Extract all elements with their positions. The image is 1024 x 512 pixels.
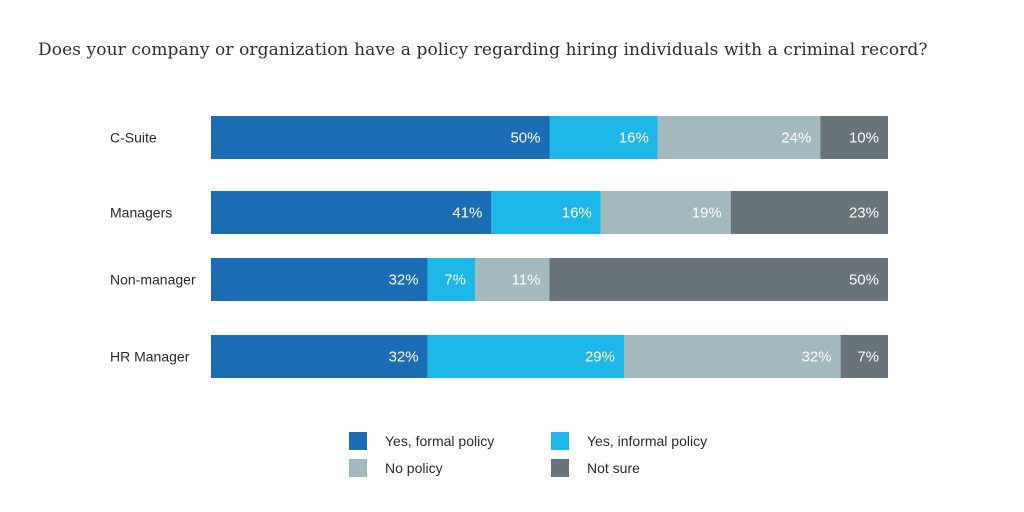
bar-non-manager-formal [211, 258, 428, 301]
bar-hr-manager-not-sure [840, 335, 888, 378]
legend-item-formal: Yes, formal policy [349, 432, 494, 450]
bar-c-suite-informal [549, 116, 658, 159]
value-label-managers-not-sure: 23% [849, 205, 879, 222]
bar-c-suite-no-policy [657, 116, 821, 159]
bar-managers-informal [491, 191, 601, 234]
bar-hr-manager-formal [211, 335, 428, 378]
bar-non-manager-no-policy [475, 258, 550, 301]
value-label-hr-manager-not-sure: 7% [857, 349, 879, 366]
category-label-c-suite: C-Suite [110, 130, 157, 146]
value-label-non-manager-informal: 7% [444, 272, 466, 289]
category-label-non-manager: Non-manager [110, 272, 196, 288]
bar-non-manager-informal [427, 258, 476, 301]
bar-managers-not-sure [730, 191, 888, 234]
legend-label-not-sure: Not sure [587, 460, 640, 476]
value-label-c-suite-informal: 16% [619, 130, 649, 147]
value-label-hr-manager-formal: 32% [389, 349, 419, 366]
legend-swatch-no-policy [349, 459, 367, 477]
value-label-hr-manager-informal: 29% [585, 349, 615, 366]
value-label-hr-manager-no-policy: 32% [802, 349, 832, 366]
bar-hr-manager-no-policy [623, 335, 841, 378]
legend-item-informal: Yes, informal policy [551, 432, 707, 450]
legend-label-informal: Yes, informal policy [587, 433, 708, 449]
bar-non-manager-not-sure [549, 258, 888, 301]
value-label-c-suite-no-policy: 24% [781, 130, 811, 147]
legend-item-not-sure: Not sure [551, 459, 640, 477]
bar-c-suite-formal [211, 116, 550, 159]
category-label-hr-manager: HR Manager [110, 349, 190, 365]
legend-swatch-informal [551, 432, 569, 450]
category-label-managers: Managers [110, 205, 172, 221]
value-label-managers-no-policy: 19% [692, 205, 722, 222]
value-label-managers-informal: 16% [562, 205, 592, 222]
value-label-non-manager-not-sure: 50% [849, 272, 879, 289]
stacked-bar-chart: C-Suite 50% 16% 24% 10% Managers 41% 16% 19% 23% N… [110, 116, 888, 378]
value-label-c-suite-formal: 50% [510, 130, 540, 147]
legend-label-no-policy: No policy [385, 460, 443, 476]
value-label-non-manager-formal: 32% [389, 272, 419, 289]
legend-swatch-formal [349, 432, 367, 450]
legend-swatch-not-sure [551, 459, 569, 477]
value-label-non-manager-no-policy: 11% [512, 272, 541, 289]
bar-c-suite-not-sure [820, 116, 888, 159]
bar-managers-formal [211, 191, 492, 234]
legend-item-no-policy: No policy [349, 459, 443, 477]
value-label-c-suite-not-sure: 10% [849, 130, 879, 147]
bar-hr-manager-informal [427, 335, 624, 378]
legend-label-formal: Yes, formal policy [385, 433, 495, 449]
bar-managers-no-policy [600, 191, 731, 234]
value-label-managers-formal: 41% [452, 205, 482, 222]
legend: Yes, formal policy Yes, informal policy … [349, 432, 769, 484]
chart-title: Does your company or organization have a… [38, 40, 928, 60]
